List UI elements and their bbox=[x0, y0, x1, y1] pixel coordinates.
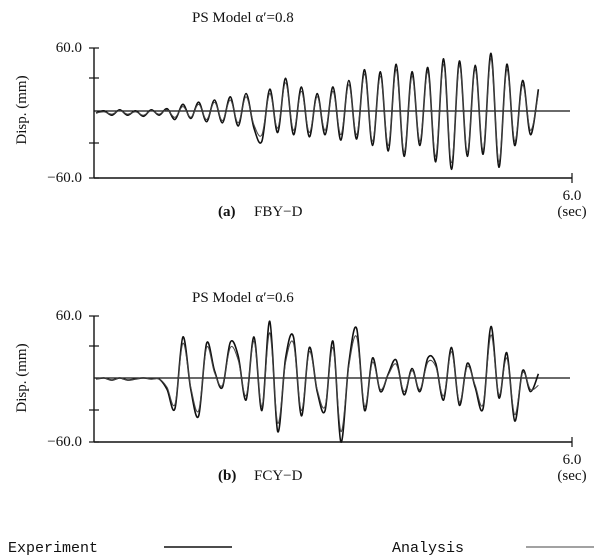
panel-a-xlabel: (sec) bbox=[557, 204, 586, 220]
panel-a-caption: FBY−D bbox=[254, 204, 303, 220]
panel-a-series-analysis bbox=[95, 58, 539, 164]
legend: Experiment Analysis bbox=[8, 540, 594, 557]
panel-a-ylabel: Disp. (mm) bbox=[14, 75, 30, 144]
panel-b-ylabel: Disp. (mm) bbox=[14, 343, 30, 412]
panel-b-caption-prefix: (b) bbox=[218, 468, 236, 484]
legend-analysis-label: Analysis bbox=[392, 540, 464, 557]
panel-b: PS Model α′=0.6 60.0 −60.0 Disp. (mm) 6.… bbox=[14, 290, 587, 484]
panel-a-title: PS Model α′=0.8 bbox=[192, 10, 294, 26]
panel-b-caption: FCY−D bbox=[254, 468, 303, 484]
panel-b-title: PS Model α′=0.6 bbox=[192, 290, 294, 306]
legend-experiment-label: Experiment bbox=[8, 540, 98, 557]
panel-b-ytick-top: 60.0 bbox=[56, 308, 82, 324]
panel-b-xlabel: (sec) bbox=[557, 468, 586, 484]
panel-a-ytick-top: 60.0 bbox=[56, 40, 82, 56]
panel-a-caption-prefix: (a) bbox=[218, 204, 236, 220]
panel-b-series-analysis bbox=[95, 332, 539, 433]
panel-a-ytick-bottom: −60.0 bbox=[47, 170, 82, 186]
panel-a: PS Model α′=0.8 60.0 −60.0 Disp. (mm) 6.… bbox=[14, 10, 587, 220]
panel-a-xtick-end: 6.0 bbox=[563, 188, 582, 204]
panel-b-xtick-end: 6.0 bbox=[563, 452, 582, 468]
panel-b-ytick-bottom: −60.0 bbox=[47, 434, 82, 450]
